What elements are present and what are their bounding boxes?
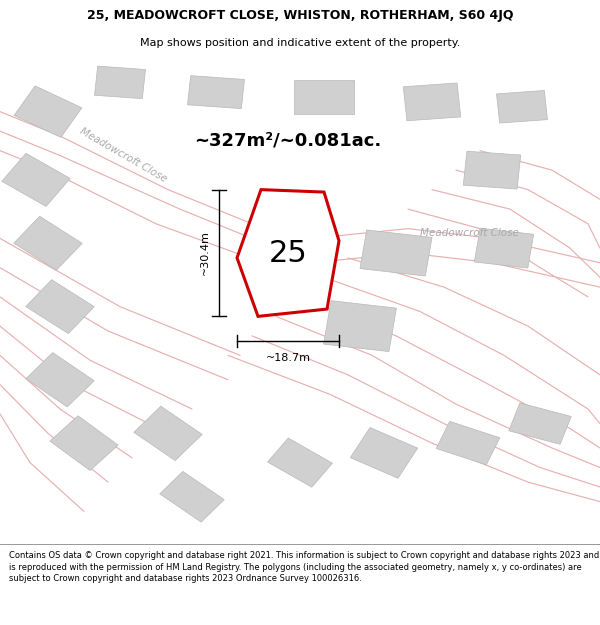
Polygon shape [403, 83, 461, 121]
Polygon shape [360, 230, 432, 276]
Polygon shape [2, 153, 70, 206]
Text: 25: 25 [269, 239, 307, 268]
Polygon shape [188, 76, 244, 109]
Polygon shape [14, 216, 82, 270]
Text: ~327m²/~0.081ac.: ~327m²/~0.081ac. [194, 132, 382, 150]
Polygon shape [26, 352, 94, 407]
Text: Contains OS data © Crown copyright and database right 2021. This information is : Contains OS data © Crown copyright and d… [9, 551, 599, 583]
Polygon shape [475, 228, 533, 268]
Polygon shape [294, 80, 354, 114]
Polygon shape [497, 91, 547, 123]
Polygon shape [268, 438, 332, 488]
Polygon shape [350, 428, 418, 478]
Polygon shape [323, 301, 397, 352]
Polygon shape [160, 471, 224, 522]
Text: 25, MEADOWCROFT CLOSE, WHISTON, ROTHERHAM, S60 4JQ: 25, MEADOWCROFT CLOSE, WHISTON, ROTHERHA… [87, 9, 513, 22]
Text: Meadowcroft Close: Meadowcroft Close [78, 126, 169, 184]
Polygon shape [134, 406, 202, 461]
Text: ~30.4m: ~30.4m [200, 231, 210, 276]
Text: Meadowcroft Close: Meadowcroft Close [420, 229, 519, 239]
Polygon shape [237, 189, 339, 316]
Polygon shape [95, 66, 145, 99]
Polygon shape [463, 151, 521, 189]
Polygon shape [436, 421, 500, 465]
Text: Map shows position and indicative extent of the property.: Map shows position and indicative extent… [140, 38, 460, 48]
Polygon shape [509, 403, 571, 444]
Text: ~18.7m: ~18.7m [265, 353, 311, 363]
Polygon shape [50, 416, 118, 471]
Polygon shape [26, 279, 94, 334]
Polygon shape [14, 86, 82, 138]
